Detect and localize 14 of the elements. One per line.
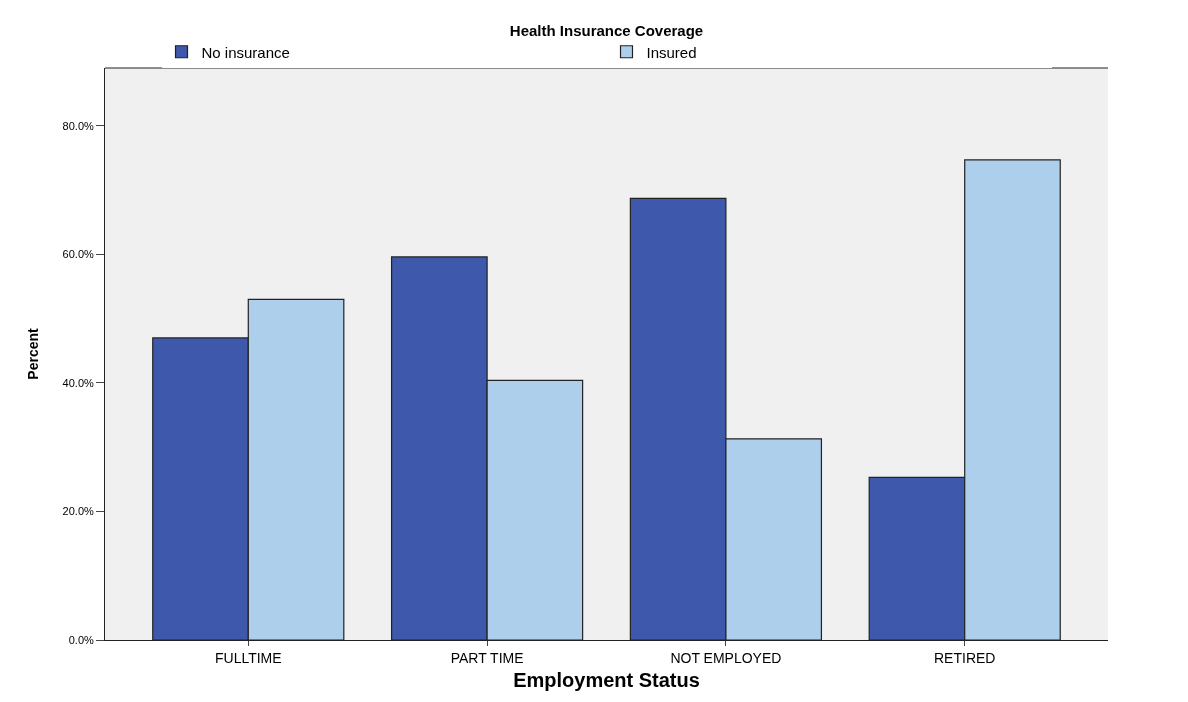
legend-label: No insurance [201,43,290,61]
x-tick-label: FULLTIME [214,649,282,666]
x-tick-label: RETIRED [933,649,996,666]
y-tick-label: 20.0% [62,505,95,518]
x-tick-label: PART TIME [450,649,524,666]
y-tick-label: 80.0% [62,119,95,132]
y-axis-title: Percent [25,327,42,380]
legend-label: Insured [646,43,697,61]
legend-title: Health Insurance Coverage [509,21,704,39]
y-tick-label: 0.0% [68,633,95,646]
x-axis-title: Employment Status [513,669,700,692]
x-tick-label: NOT EMPLOYED [670,649,782,666]
y-tick-label: 40.0% [62,376,95,389]
y-tick-label: 60.0% [62,248,95,261]
